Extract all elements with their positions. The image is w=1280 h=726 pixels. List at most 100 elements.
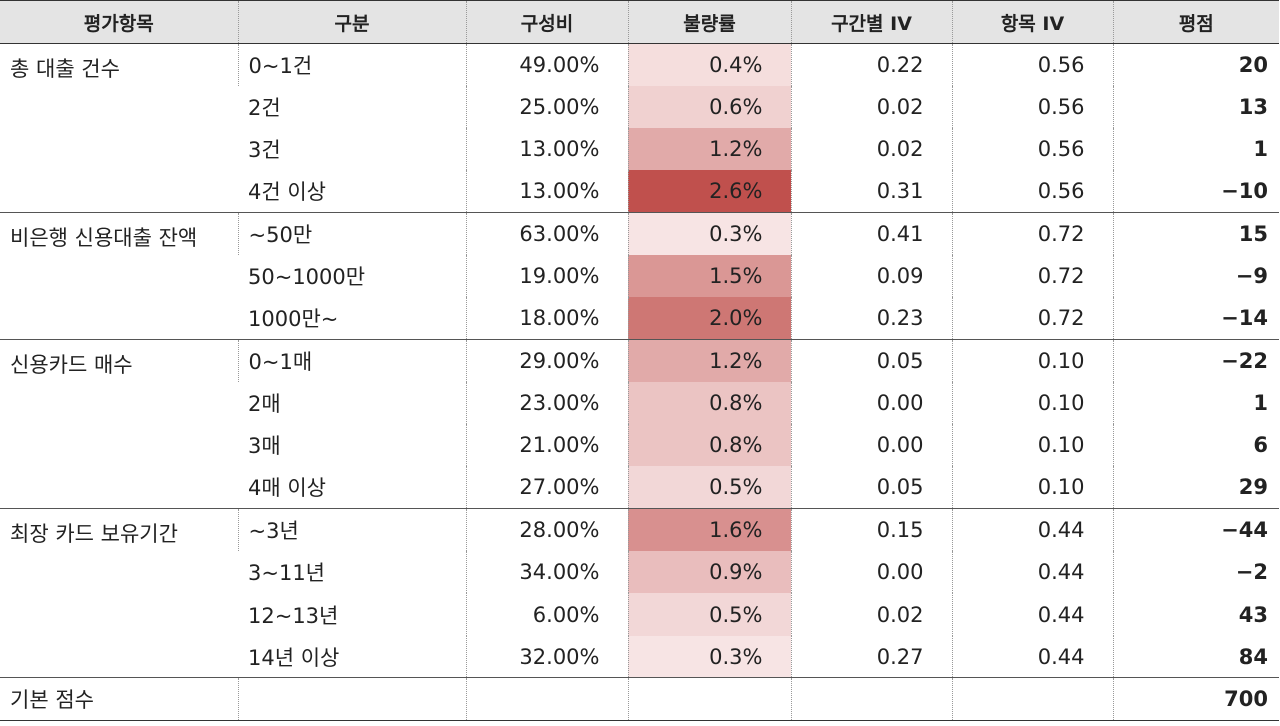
bin-iv-cell: 0.09 — [790, 254, 952, 298]
bin-iv-cell: 0.41 — [790, 212, 952, 255]
base-score-value: 700 — [1112, 677, 1279, 721]
header-item: 평가항목 — [0, 0, 238, 44]
category-cell: 3~11년 — [248, 561, 325, 586]
item-iv-cell: 0.10 — [951, 381, 1113, 425]
group-label: 비은행 신용대출 잔액 — [0, 212, 238, 340]
score-cell: −14 — [1112, 297, 1279, 340]
category-cell: 3매 — [248, 434, 281, 459]
item-iv-cell: 0.44 — [951, 635, 1113, 678]
item-iv-cell: 0.44 — [951, 508, 1113, 552]
table-row: 신용카드 매수 0~1매 29.00% 1.2% 0.05 0.10 −22 — [0, 339, 1279, 509]
score-cell: 20 — [1112, 42, 1279, 86]
header-score: 평점 — [1112, 0, 1279, 44]
group-label: 최장 카드 보유기간 — [0, 508, 238, 678]
category-cell: 1000만~ — [248, 307, 339, 332]
table-row: 최장 카드 보유기간 ~3년 28.00% 1.6% 0.15 0.44 −44 — [0, 508, 1279, 678]
item-iv-cell: 0.10 — [951, 339, 1113, 382]
bad-rate-cell: 0.5% — [627, 593, 791, 636]
bin-iv-cell: 0.05 — [790, 466, 952, 509]
category-cell: 0~1매 — [237, 339, 466, 382]
bin-iv-cell: 0.00 — [790, 424, 952, 467]
bin-iv-cell: 0.31 — [790, 170, 952, 213]
header-row: 평가항목 구분 구성비 불량률 구간별 IV 항목 IV 평점 — [0, 0, 1279, 44]
ratio-cell: 63.00% — [465, 212, 628, 255]
bin-iv-cell: 0.22 — [790, 42, 952, 86]
table-row: 12~13년 6.00% 0.5% 0.02 0.44 43 — [0, 593, 1279, 636]
table-body: 총 대출 건수 0~1건 49.00% 0.4% 0.22 0.56 20 2건 25.00% 0… — [0, 42, 1279, 721]
ratio-cell: 25.00% — [465, 85, 628, 129]
header-bin-iv: 구간별 IV — [790, 0, 952, 44]
base-score-label: 기본 점수 — [0, 677, 238, 721]
category-cell: 3건 — [248, 138, 281, 163]
bad-rate-cell: 2.6% — [627, 170, 791, 213]
bin-iv-cell: 0.05 — [790, 339, 952, 382]
category-cell: 4매 이상 — [248, 476, 326, 501]
bad-rate-cell: 0.5% — [627, 466, 791, 509]
table-row: 14년 이상 32.00% 0.3% 0.27 0.44 84 — [0, 635, 1279, 678]
empty-cell — [951, 677, 1113, 721]
bad-rate-cell: 0.9% — [627, 551, 791, 594]
bad-rate-cell: 1.2% — [627, 339, 791, 382]
header-item-iv: 항목 IV — [951, 0, 1113, 44]
item-iv-cell: 0.56 — [951, 85, 1113, 129]
table-row: 3건 13.00% 1.2% 0.02 0.56 1 — [0, 128, 1279, 171]
table-row: 4매 이상 27.00% 0.5% 0.05 0.10 29 — [0, 466, 1279, 509]
ratio-cell: 13.00% — [465, 128, 628, 171]
category-cell: 0~1건 — [237, 42, 466, 86]
bad-rate-cell: 0.4% — [627, 42, 791, 86]
category-cell: ~50만 — [237, 212, 466, 255]
item-iv-cell: 0.72 — [951, 297, 1113, 340]
table-row: 4건 이상 13.00% 2.6% 0.31 0.56 −10 — [0, 170, 1279, 213]
score-cell: −44 — [1112, 508, 1279, 552]
bad-rate-cell: 2.0% — [627, 297, 791, 340]
ratio-cell: 28.00% — [465, 508, 628, 552]
ratio-cell: 32.00% — [465, 635, 628, 678]
item-iv-cell: 0.10 — [951, 466, 1113, 509]
category-cell: ~3년 — [237, 508, 466, 552]
table-row: 1000만~ 18.00% 2.0% 0.23 0.72 −14 — [0, 297, 1279, 340]
bad-rate-cell: 0.8% — [627, 381, 791, 425]
score-cell: 43 — [1112, 593, 1279, 636]
item-iv-cell: 0.10 — [951, 424, 1113, 467]
score-cell: 13 — [1112, 85, 1279, 129]
table-row: 3매 21.00% 0.8% 0.00 0.10 6 — [0, 424, 1279, 467]
table-row: 2건 25.00% 0.6% 0.02 0.56 13 — [0, 85, 1279, 129]
group-label: 신용카드 매수 — [0, 339, 238, 509]
bad-rate-cell: 0.8% — [627, 424, 791, 467]
empty-cell — [790, 677, 952, 721]
table-row: 총 대출 건수 0~1건 49.00% 0.4% 0.22 0.56 20 — [0, 42, 1279, 213]
bin-iv-cell: 0.23 — [790, 297, 952, 340]
ratio-cell: 29.00% — [465, 339, 628, 382]
ratio-cell: 19.00% — [465, 254, 628, 298]
item-iv-cell: 0.44 — [951, 551, 1113, 594]
category-cell: 12~13년 — [248, 603, 339, 628]
ratio-cell: 18.00% — [465, 297, 628, 340]
score-cell: −2 — [1112, 551, 1279, 594]
score-cell: 1 — [1112, 128, 1279, 171]
empty-cell — [627, 677, 791, 721]
table-row: 비은행 신용대출 잔액 ~50만 63.00% 0.3% 0.41 0.72 15 — [0, 212, 1279, 340]
bad-rate-cell: 1.2% — [627, 128, 791, 171]
bad-rate-cell: 0.6% — [627, 85, 791, 129]
item-iv-cell: 0.72 — [951, 212, 1113, 255]
ratio-cell: 21.00% — [465, 424, 628, 467]
ratio-cell: 27.00% — [465, 466, 628, 509]
category-cell: 4건 이상 — [248, 180, 326, 205]
base-score-row: 기본 점수 700 — [0, 677, 1279, 721]
ratio-cell: 49.00% — [465, 42, 628, 86]
header-bad-rate: 불량률 — [627, 0, 791, 44]
table-row: 3~11년 34.00% 0.9% 0.00 0.44 −2 — [0, 551, 1279, 594]
score-cell: −9 — [1112, 254, 1279, 298]
bin-iv-cell: 0.02 — [790, 593, 952, 636]
ratio-cell: 6.00% — [465, 593, 628, 636]
score-cell: 1 — [1112, 381, 1279, 425]
score-cell: 29 — [1112, 466, 1279, 509]
item-iv-cell: 0.56 — [951, 170, 1113, 213]
bin-iv-cell: 0.02 — [790, 128, 952, 171]
item-iv-cell: 0.72 — [951, 254, 1113, 298]
ratio-cell: 34.00% — [465, 551, 628, 594]
category-cell: 14년 이상 — [248, 645, 340, 670]
ratio-cell: 23.00% — [465, 381, 628, 425]
category-cell: 50~1000만 — [248, 265, 366, 290]
